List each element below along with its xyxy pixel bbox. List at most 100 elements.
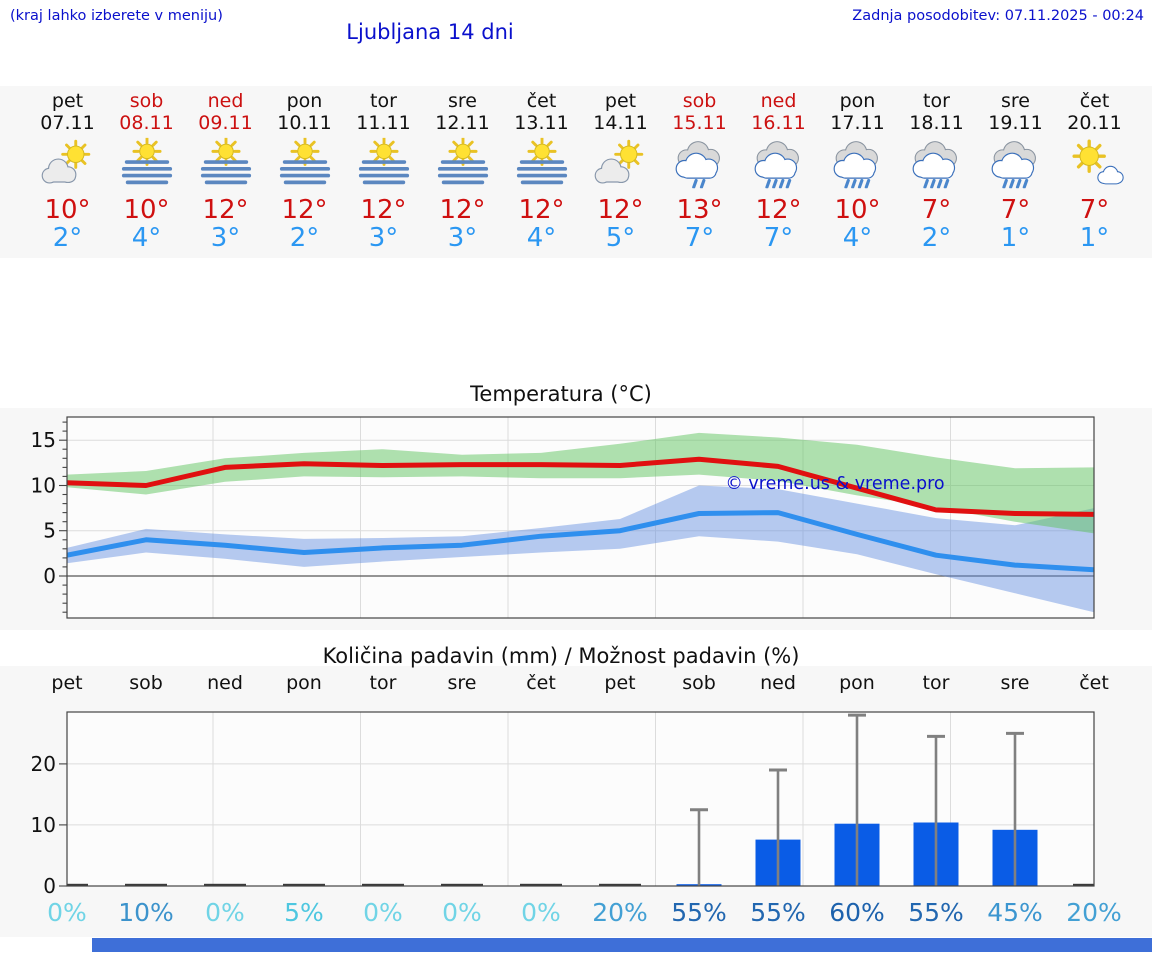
svg-text:15: 15 <box>31 428 56 452</box>
temp-max: 10° <box>834 195 881 225</box>
last-update-label: Zadnja posodobitev: 07.11.2025 - 00:24 <box>852 8 1144 24</box>
precip-probability: 5% <box>284 898 324 927</box>
sun-fog-icon <box>502 137 581 193</box>
temp-min: 2° <box>52 223 83 253</box>
day-name: tor <box>370 90 397 112</box>
precipitation-chart-title: Količina padavin (mm) / Možnost padavin … <box>322 644 800 668</box>
cloud-rain-icon <box>897 137 976 193</box>
day-date: 17.11 <box>830 112 885 134</box>
forecast-day: tor 11.11 12° 3° <box>344 90 423 252</box>
cloud-rain-icon <box>818 137 897 193</box>
precip-probability: 0% <box>47 898 87 927</box>
day-date: 11.11 <box>356 112 411 134</box>
temp-max: 12° <box>518 195 565 225</box>
temp-min: 4° <box>131 223 162 253</box>
precip-probability: 0% <box>205 898 245 927</box>
temp-min: 7° <box>684 223 715 253</box>
temp-max: 12° <box>597 195 644 225</box>
forecast-day: pon 17.11 10° 4° <box>818 90 897 252</box>
sun-cloud-icon <box>28 137 107 193</box>
precip-probability: 55% <box>750 898 806 927</box>
precip-day-label: ned <box>760 672 796 694</box>
day-date: 13.11 <box>514 112 569 134</box>
forecast-day: pet 14.11 12° 5° <box>581 90 660 252</box>
svg-text:20: 20 <box>31 752 56 776</box>
temp-max: 7° <box>1000 195 1031 225</box>
cloud-light-rain-icon <box>660 137 739 193</box>
day-name: sob <box>682 90 717 112</box>
forecast-day: čet 13.11 12° 4° <box>502 90 581 252</box>
temp-max: 12° <box>755 195 802 225</box>
horizontal-scrollbar-thumb[interactable] <box>92 938 1152 952</box>
svg-text:5: 5 <box>43 519 56 543</box>
day-date: 16.11 <box>751 112 806 134</box>
cloud-rain-icon <box>739 137 818 193</box>
temp-min: 1° <box>1079 223 1110 253</box>
day-name: sre <box>1001 90 1030 112</box>
precip-day-label: pet <box>604 672 636 694</box>
day-name: ned <box>760 90 797 112</box>
sun-fog-icon <box>344 137 423 193</box>
precip-day-label: tor <box>369 672 397 694</box>
day-date: 10.11 <box>277 112 332 134</box>
forecast-day: ned 09.11 12° 3° <box>186 90 265 252</box>
day-date: 12.11 <box>435 112 490 134</box>
temperature-chart: 0 5 10 15 © vreme.us & vreme.pro <box>0 405 1152 630</box>
precip-day-label: sob <box>682 672 716 694</box>
sun-small-cloud-icon <box>1055 137 1134 193</box>
day-date: 19.11 <box>988 112 1043 134</box>
precip-day-label: pon <box>839 672 875 694</box>
day-name: sob <box>129 90 164 112</box>
temp-min: 1° <box>1000 223 1031 253</box>
temperature-chart-title: Temperatura (°C) <box>470 382 652 406</box>
precipitation-chart: 0 10 20 <box>0 700 1152 900</box>
temp-min: 2° <box>289 223 320 253</box>
temp-max: 10° <box>123 195 170 225</box>
svg-text:0: 0 <box>43 564 56 588</box>
temp-max: 12° <box>439 195 486 225</box>
precip-probability: 0% <box>363 898 403 927</box>
temp-min: 3° <box>210 223 241 253</box>
day-name: pet <box>51 90 84 112</box>
forecast-day: sre 12.11 12° 3° <box>423 90 502 252</box>
day-date: 15.11 <box>672 112 727 134</box>
temp-min: 2° <box>921 223 952 253</box>
temp-max: 12° <box>360 195 407 225</box>
day-date: 18.11 <box>909 112 964 134</box>
sun-fog-icon <box>186 137 265 193</box>
forecast-strip: pet 07.11 10° 2° sob 08.11 10° 4° ned 09.11 12° 3° p… <box>28 90 1134 252</box>
day-date: 07.11 <box>40 112 95 134</box>
svg-text:10: 10 <box>31 474 56 498</box>
precip-probability: 60% <box>829 898 885 927</box>
precip-day-label: čet <box>526 672 556 694</box>
sun-fog-icon <box>107 137 186 193</box>
day-name: pet <box>604 90 637 112</box>
precip-day-label: sre <box>1000 672 1030 694</box>
temp-min: 4° <box>526 223 557 253</box>
temp-min: 5° <box>605 223 636 253</box>
temp-max: 10° <box>44 195 91 225</box>
forecast-strip-background <box>0 86 1152 258</box>
precip-day-label: ned <box>207 672 243 694</box>
svg-text:10: 10 <box>31 813 56 837</box>
sun-fog-icon <box>423 137 502 193</box>
forecast-day: sob 15.11 13° 7° <box>660 90 739 252</box>
precip-probability: 20% <box>1066 898 1122 927</box>
temp-min: 7° <box>763 223 794 253</box>
precip-probability: 55% <box>908 898 964 927</box>
precip-probability: 10% <box>118 898 174 927</box>
svg-text:0: 0 <box>43 874 56 898</box>
forecast-day: ned 16.11 12° 7° <box>739 90 818 252</box>
forecast-day: čet 20.11 7° 1° <box>1055 90 1134 252</box>
temp-max: 12° <box>281 195 328 225</box>
day-name: čet <box>1079 90 1110 112</box>
temp-max: 13° <box>676 195 723 225</box>
day-name: tor <box>923 90 950 112</box>
forecast-day: sob 08.11 10° 4° <box>107 90 186 252</box>
precip-probability: 0% <box>442 898 482 927</box>
forecast-day: pet 07.11 10° 2° <box>28 90 107 252</box>
temp-min: 4° <box>842 223 873 253</box>
forecast-day: tor 18.11 7° 2° <box>897 90 976 252</box>
sun-fog-icon <box>265 137 344 193</box>
